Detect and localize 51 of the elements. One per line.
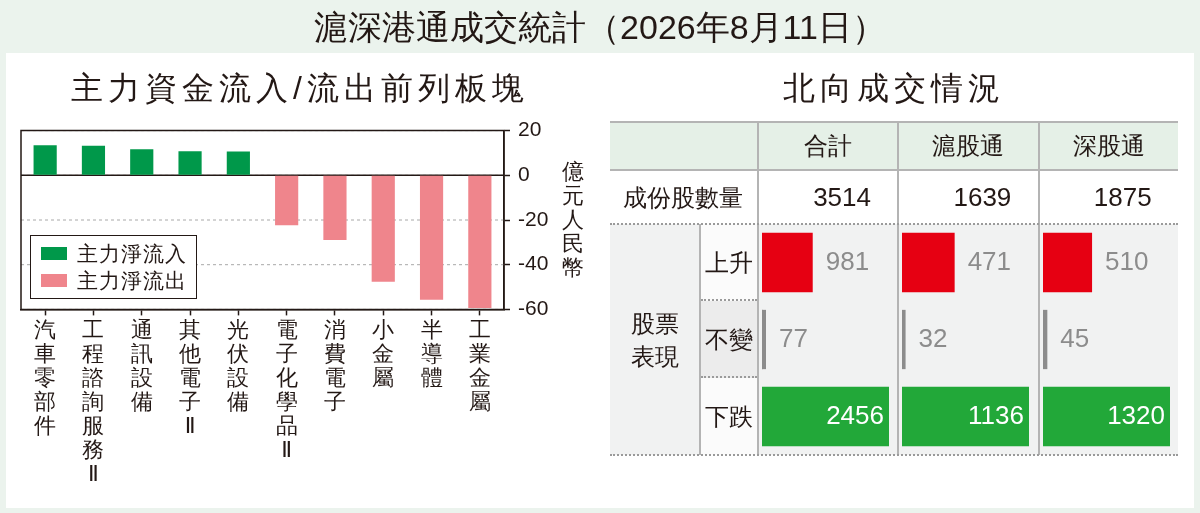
data-label: 471	[967, 245, 1012, 276]
data-label: 1320	[1106, 399, 1165, 430]
y-tick-label: 上升	[705, 248, 753, 278]
x-tick-label: 工業金屬	[467, 317, 492, 415]
x-tick-label: 光伏設備	[226, 317, 251, 415]
bar	[419, 175, 444, 300]
x-tick-label: 其他電子Ⅱ	[178, 317, 203, 439]
data-label: 77	[778, 322, 808, 353]
x-tick-label: 電子化學品Ⅱ	[274, 317, 299, 463]
text: 3514	[812, 181, 871, 214]
x-tick-label: 消費電子	[322, 317, 347, 415]
bar	[178, 151, 202, 175]
data-label: 32	[918, 322, 948, 353]
bar	[226, 151, 250, 175]
y-tick-label: -40	[518, 251, 549, 275]
text: 北向成交情況	[782, 69, 1006, 108]
x-tick-label: 通訊設備	[129, 317, 154, 415]
chart-subtitle: 主力資金流入/流出前列板塊	[70, 69, 530, 108]
text: 滬深港通成交統計（2026年8月11日）	[313, 7, 887, 47]
chart-title: 合計	[803, 131, 853, 161]
y-axis-title: 股票表現	[629, 308, 680, 372]
legend-label: 主力淨流出	[77, 267, 187, 294]
y-tick-label: -20	[518, 206, 549, 230]
y-tick-label: -60	[518, 296, 549, 320]
y-tick-label: 20	[518, 117, 542, 141]
data-label: 981	[825, 245, 870, 276]
y-tick-label: 0	[518, 162, 530, 186]
x-tick-label: 汽車零部件	[33, 317, 58, 439]
data-label: 510	[1104, 245, 1149, 276]
y-tick-label: 下跌	[705, 402, 753, 432]
y-tick-label: 不變	[705, 325, 753, 355]
y-axis-title: 億元人民幣	[561, 159, 585, 280]
bar	[81, 145, 106, 175]
legend-label: 主力淨流入	[77, 240, 187, 267]
x-tick-label: 半導體	[419, 317, 444, 391]
bar	[468, 175, 492, 309]
chart-title: 深股通	[1071, 131, 1146, 161]
bar	[323, 175, 347, 240]
bar	[275, 175, 299, 226]
data-label: 2456	[826, 399, 884, 430]
data-label: 1136	[968, 399, 1025, 430]
chart-title: 滬股通	[931, 131, 1006, 161]
bar	[33, 145, 57, 175]
data-label: 45	[1059, 322, 1089, 353]
bar	[371, 175, 395, 282]
text: 成份股數量	[623, 183, 743, 213]
text: 1639	[952, 181, 1012, 214]
x-tick-label: 小金屬	[371, 317, 396, 391]
bar	[130, 149, 154, 175]
text: 1875	[1092, 181, 1152, 214]
x-tick-label: 工程諮詢服務Ⅱ	[81, 317, 106, 487]
